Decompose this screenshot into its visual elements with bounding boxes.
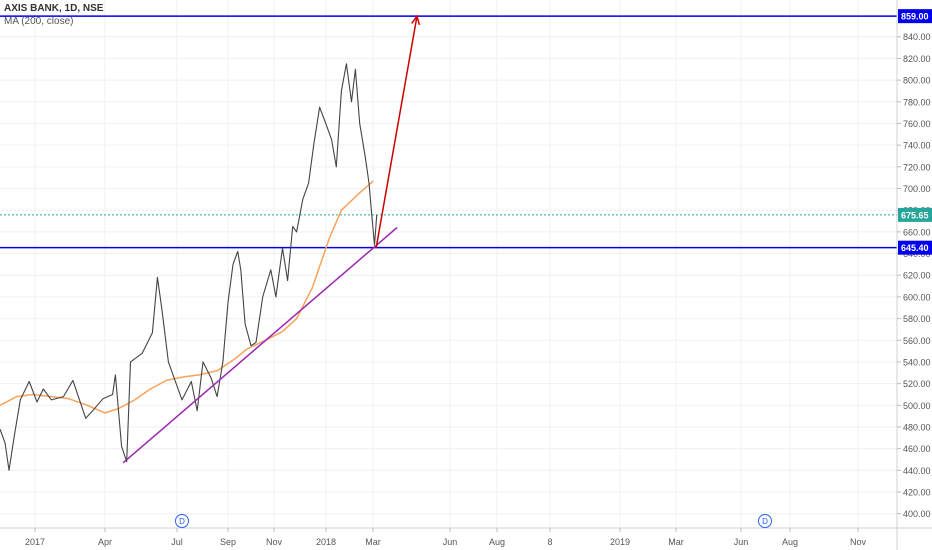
arrow-head	[411, 14, 421, 26]
x-tick-label: Jun	[443, 537, 458, 547]
y-tick-label: 760.00	[903, 119, 931, 129]
y-tick-label: 520.00	[903, 379, 931, 389]
x-tick-label: Mar	[668, 537, 684, 547]
price-label: 859.00	[901, 12, 929, 22]
chart-series	[0, 14, 421, 471]
y-tick-label: 500.00	[903, 401, 931, 411]
y-tick-label: 400.00	[903, 509, 931, 519]
x-tick-label: 2017	[25, 537, 45, 547]
y-tick-label: 620.00	[903, 271, 931, 281]
x-tick-label: Mar	[365, 537, 381, 547]
y-tick-label: 480.00	[903, 422, 931, 432]
x-tick-label: 8	[547, 537, 552, 547]
y-tick-label: 720.00	[903, 162, 931, 172]
dividend-marker-label: D	[762, 517, 768, 526]
y-tick-label: 780.00	[903, 97, 931, 107]
x-tick-label: Nov	[266, 537, 283, 547]
y-tick-label: 580.00	[903, 314, 931, 324]
dividend-marker	[175, 514, 189, 528]
series-line	[0, 63, 378, 471]
x-tick-label: Jun	[734, 537, 749, 547]
symbol-title: AXIS BANK, 1D, NSE	[4, 3, 104, 14]
x-tick-label: Aug	[782, 537, 798, 547]
x-tick-label: Sep	[220, 537, 236, 547]
chart-grid	[0, 0, 897, 528]
y-tick-label: 740.00	[903, 141, 931, 151]
x-tick-label: Apr	[98, 537, 112, 547]
x-tick-label: Nov	[850, 537, 867, 547]
y-tick-label: 540.00	[903, 357, 931, 367]
x-tick-label: 2019	[610, 537, 630, 547]
price-label: 675.65	[901, 210, 929, 220]
y-tick-label: 600.00	[903, 292, 931, 302]
price-label: 645.40	[901, 243, 929, 253]
price-axis: 400.00 420.00 440.00 460.00 480.00 500.00 520.…	[896, 0, 932, 550]
x-tick-label: Jul	[171, 537, 183, 547]
y-tick-label: 700.00	[903, 184, 931, 194]
y-tick-label: 820.00	[903, 54, 931, 64]
series-line	[122, 226, 398, 464]
y-tick-label: 440.00	[903, 466, 931, 476]
series-line	[0, 180, 374, 414]
indicator-legend: MA (200, close)	[4, 16, 74, 27]
dividend-marker-label: D	[179, 517, 185, 526]
x-tick-label: 2018	[316, 537, 336, 547]
y-tick-label: 660.00	[903, 227, 931, 237]
time-axis: 2017 Apr Jul Sep Nov 2018 Mar Jun Aug 8 2019 Mar Jun…	[0, 527, 932, 547]
price-label-bg	[898, 207, 932, 222]
price-label-bg	[898, 240, 932, 255]
price-label-bg	[898, 9, 932, 24]
horizontal-levels	[0, 15, 897, 249]
y-tick-label: 460.00	[903, 444, 931, 454]
series-line	[375, 15, 418, 249]
x-tick-label: Aug	[489, 537, 505, 547]
y-tick-label: 560.00	[903, 336, 931, 346]
y-tick-label: 420.00	[903, 488, 931, 498]
y-tick-label: 840.00	[903, 32, 931, 42]
dividend-marker	[758, 514, 772, 528]
y-tick-label: 800.00	[903, 76, 931, 86]
